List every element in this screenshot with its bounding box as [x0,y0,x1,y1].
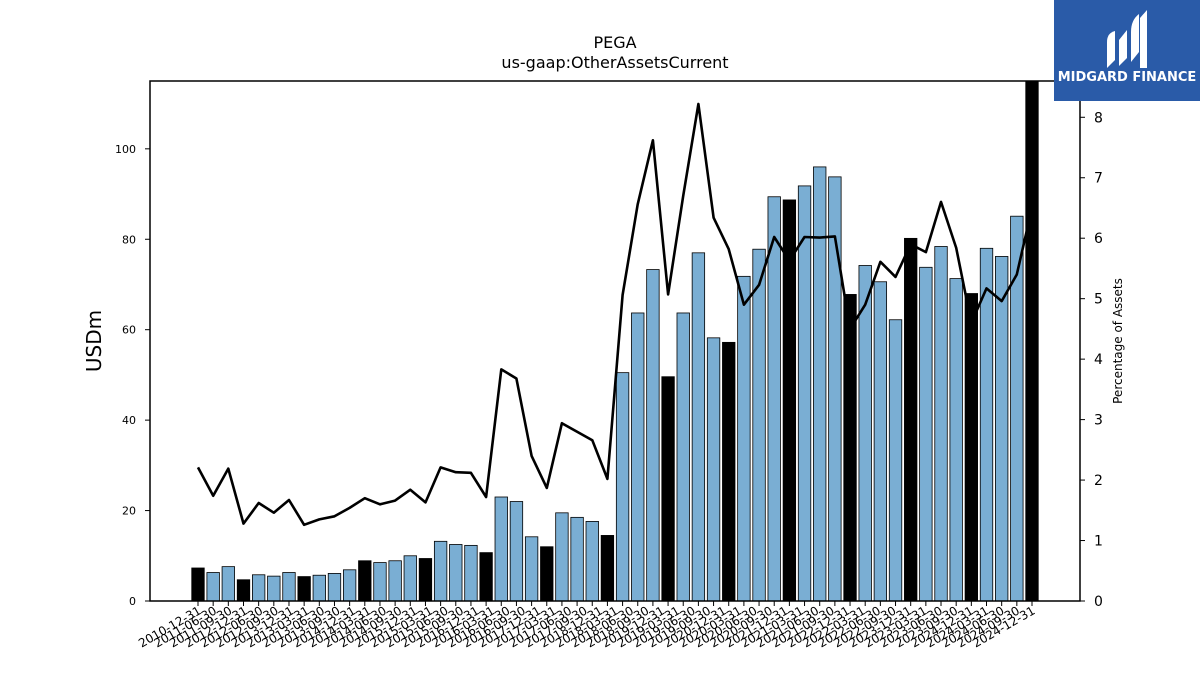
bar-33 [691,252,706,602]
bar-44 [858,265,872,602]
percentage-line-series [196,102,1034,527]
y2-tick-label: 3 [1094,413,1103,429]
bar-1 [206,572,220,602]
bar-0 [191,567,205,602]
y2-tick-label: 0 [1094,594,1103,610]
bar-12 [373,562,387,602]
bar-20 [494,496,508,602]
bar-35 [722,341,736,602]
bar-14 [403,555,417,602]
bar-19 [479,552,493,602]
y-tick-label: 40 [122,414,136,427]
bar-series [191,80,1039,602]
brand-badge: MIDGARD FINANCE [1054,0,1200,101]
y-tick-label: 20 [122,505,136,518]
bar-55 [1025,80,1039,602]
bar-41 [813,166,827,602]
bar-9 [327,573,342,602]
x-axis-ticks: 2010-12-312011-06-302011-09-302012-12-31… [136,601,1038,650]
bar-30 [646,269,660,602]
bar-36 [737,275,751,602]
bar-53 [995,256,1009,602]
bar-45 [873,281,888,602]
chart-title: PEGA [593,33,636,52]
bar-3 [236,579,251,602]
y2-tick-label: 2 [1094,473,1103,489]
bar-4 [252,574,266,602]
bar-24 [555,512,569,602]
bar-31 [661,376,675,602]
y-axis-label: USDm [82,310,106,372]
bar-26 [585,521,599,602]
y2-tick-label: 8 [1094,110,1103,126]
bar-47 [904,237,918,602]
bar-32 [676,312,690,602]
percentage-line [196,102,1034,527]
bar-21 [509,501,524,602]
y2-tick-label: 7 [1094,171,1103,187]
bar-11 [358,560,372,602]
bar-23 [540,546,554,602]
bar-50 [949,278,963,602]
bar-10 [342,569,357,602]
bar-22 [524,536,539,602]
y2-tick-label: 6 [1094,231,1103,247]
bar-25 [570,516,584,602]
midgard-logo-icon [1107,10,1147,68]
bar-8 [312,574,326,602]
y2-axis-label: Percentage of Assets [1111,278,1125,404]
bar-27 [600,535,615,602]
y-tick-label: 60 [122,324,136,337]
y-tick-label: 80 [122,233,136,246]
bar-40 [797,185,812,602]
y2-tick-label: 4 [1094,352,1103,368]
bar-48 [919,266,933,602]
bar-29 [631,312,645,602]
bar-16 [433,540,448,602]
bar-13 [388,560,402,602]
bar-6 [282,572,296,602]
bar-7 [297,576,311,602]
bar-17 [449,544,463,602]
bar-2 [221,566,235,602]
left-axis-ticks: 0 20 40 60 80 100 [115,143,150,608]
bar-46 [888,319,903,602]
brand-name: MIDGARD FINANCE [1058,70,1197,85]
bar-34 [706,337,721,602]
right-axis-ticks: 0 1 2 3 4 5 6 7 8 [1080,110,1103,610]
y-tick-label: 0 [129,595,136,608]
y2-tick-label: 5 [1094,292,1103,308]
chart-subtitle: us-gaap:OtherAssetsCurrent [501,53,728,72]
bar-38 [767,196,781,602]
y-tick-label: 100 [115,143,136,156]
bar-51 [964,293,978,602]
plot-frame [149,80,1081,602]
bar-5 [267,575,281,602]
bar-18 [464,544,478,602]
bar-37 [752,248,766,602]
y2-tick-label: 1 [1094,534,1103,550]
bar-49 [934,246,948,602]
bar-15 [418,558,433,602]
bar-28 [615,372,630,602]
bar-43 [843,294,857,602]
